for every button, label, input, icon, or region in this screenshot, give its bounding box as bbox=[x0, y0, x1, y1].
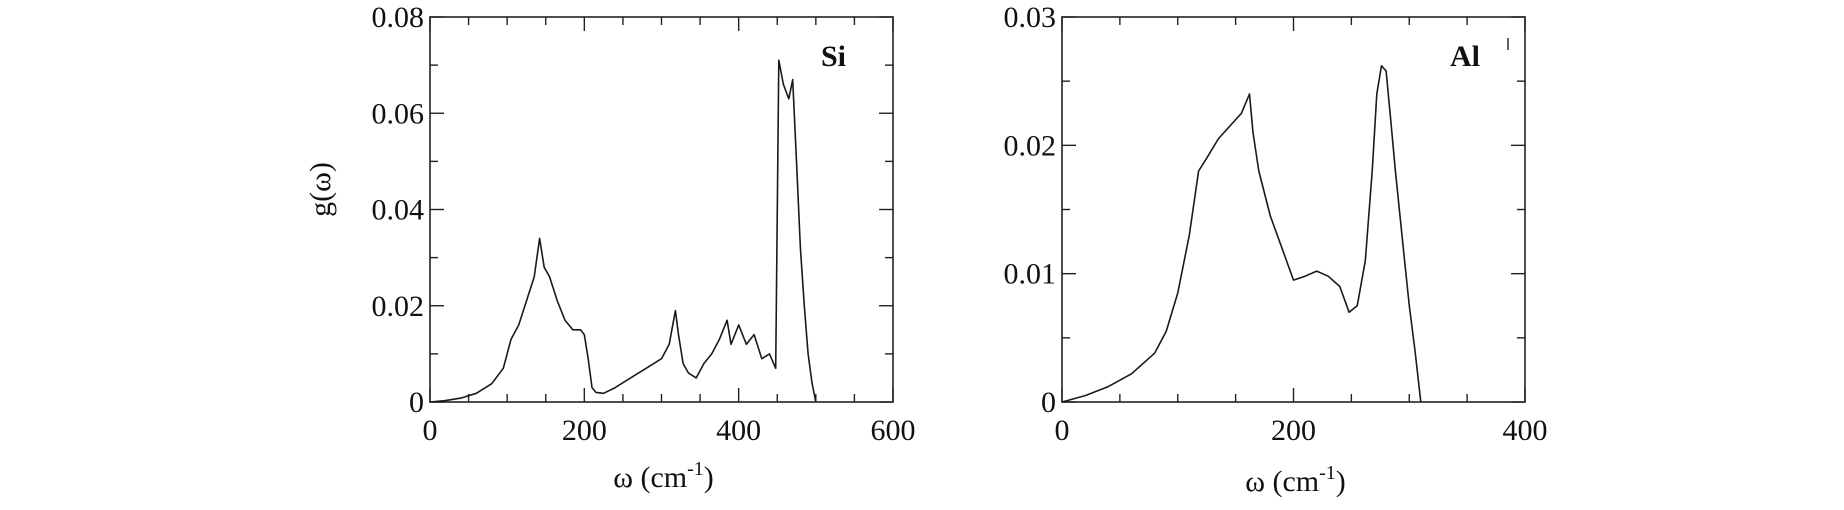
x-axis-label-main: ω (cm bbox=[613, 461, 687, 494]
panel-al: 0 200 400 0 0.01 0.02 0.03 ω (cm-1) Al bbox=[1004, 1, 1548, 498]
y-tick-label: 0.06 bbox=[372, 97, 425, 130]
panel-label: Al bbox=[1450, 40, 1480, 73]
x-axis-label: ω (cm-1) bbox=[613, 458, 714, 494]
x-axis-label-end: ) bbox=[704, 461, 714, 494]
x-tick-label: 600 bbox=[871, 414, 916, 447]
x-tick-label: 200 bbox=[562, 414, 607, 447]
series-line bbox=[429, 59, 817, 403]
plot-frame bbox=[1061, 16, 1526, 403]
panel-label: Si bbox=[821, 40, 846, 73]
series-line bbox=[1061, 65, 1422, 403]
x-axis-label: ω (cm-1) bbox=[1245, 462, 1346, 498]
y-tick-label: 0.08 bbox=[372, 1, 425, 34]
x-axis-label-main: ω (cm bbox=[1245, 465, 1319, 498]
y-tick-label: 0 bbox=[1041, 386, 1056, 419]
y-tick-label: 0.04 bbox=[372, 194, 425, 227]
x-tick-label: 400 bbox=[716, 414, 761, 447]
x-axis-label-sup: -1 bbox=[687, 458, 704, 480]
x-tick-label: 200 bbox=[1271, 414, 1316, 447]
y-tick-label: 0.01 bbox=[1004, 258, 1057, 291]
x-tick-label: 0 bbox=[423, 414, 438, 447]
x-tick-label: 400 bbox=[1503, 414, 1548, 447]
y-tick-label: 0.02 bbox=[372, 290, 425, 323]
panel-si: 0 200 400 600 0 0.02 0.04 0.06 0.08 ω (cm-1) g(ω) S… bbox=[304, 1, 916, 494]
x-axis-label-sup: -1 bbox=[1319, 462, 1336, 484]
y-axis-label: g(ω) bbox=[304, 162, 337, 217]
x-axis-label-end: ) bbox=[1336, 465, 1346, 498]
y-tick-label: 0.02 bbox=[1004, 129, 1057, 162]
x-tick-label: 0 bbox=[1055, 414, 1070, 447]
plot-frame bbox=[429, 16, 894, 403]
y-tick-label: 0.03 bbox=[1004, 1, 1057, 34]
y-tick-label: 0 bbox=[409, 386, 424, 419]
